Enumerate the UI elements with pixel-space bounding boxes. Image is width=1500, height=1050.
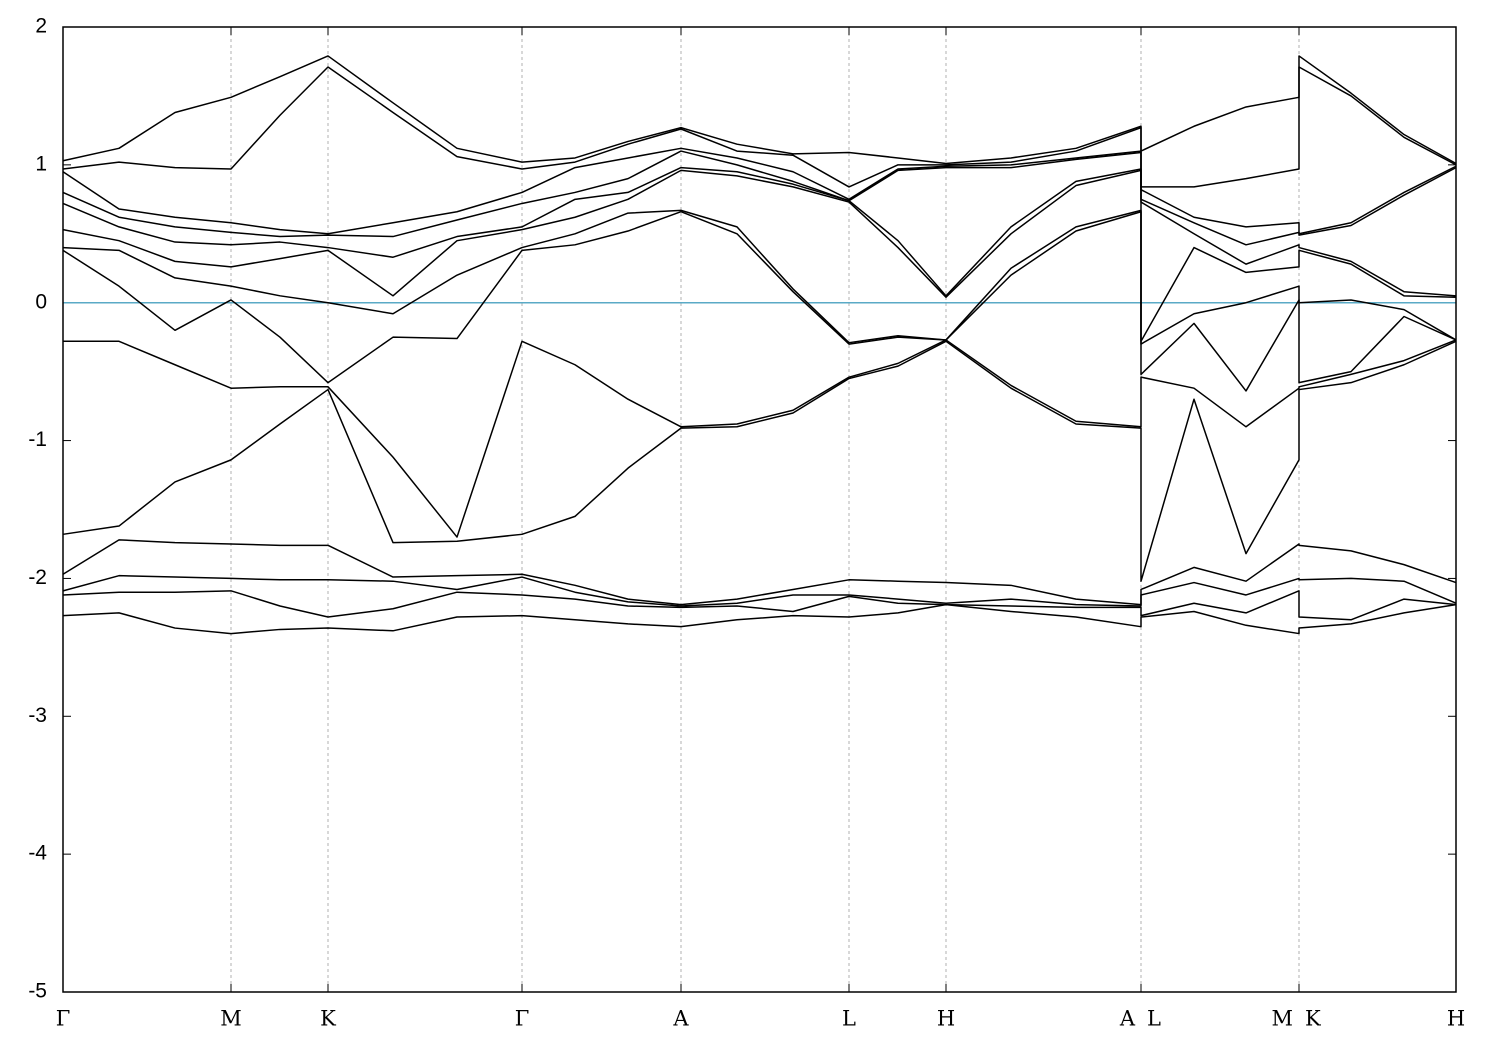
band-line bbox=[62, 590, 1457, 621]
x-tick-label: H bbox=[937, 1007, 955, 1031]
y-tick-label: 2 bbox=[35, 15, 47, 38]
y-tick-label: -4 bbox=[28, 842, 47, 865]
band-line bbox=[62, 169, 1457, 343]
band-line bbox=[62, 340, 1457, 582]
band-line bbox=[62, 209, 1457, 345]
plot-frame bbox=[62, 26, 1457, 993]
band-line bbox=[63, 339, 1457, 538]
x-tick-label: Γ bbox=[56, 1007, 71, 1031]
x-tick-label: L bbox=[1147, 1007, 1161, 1031]
band-line bbox=[62, 210, 1457, 392]
x-tick-label: K bbox=[320, 1007, 336, 1031]
x-tick-label: K bbox=[1305, 1007, 1321, 1031]
x-tick-label: Γ bbox=[515, 1007, 530, 1031]
y-tick-label: 1 bbox=[35, 152, 47, 175]
y-tick-label: -2 bbox=[28, 566, 47, 589]
x-tick-label: A bbox=[1119, 1007, 1136, 1031]
band-line bbox=[62, 539, 1457, 606]
y-tick-label: -1 bbox=[28, 428, 47, 451]
x-tick-label: M bbox=[220, 1007, 242, 1031]
band-line bbox=[62, 166, 1457, 297]
band-line bbox=[62, 150, 1457, 246]
x-tick-label: L bbox=[842, 1007, 856, 1031]
y-tick-label: 0 bbox=[35, 290, 47, 313]
x-tick-label: H bbox=[1447, 1007, 1465, 1031]
band-line bbox=[62, 55, 1457, 165]
x-tick-label: M bbox=[1271, 1007, 1293, 1031]
y-tick-label: -3 bbox=[28, 704, 47, 727]
band-line bbox=[62, 574, 1457, 607]
band-line bbox=[62, 603, 1457, 635]
band-line bbox=[62, 147, 1457, 235]
y-tick-label: -5 bbox=[28, 980, 47, 1003]
x-tick-label: A bbox=[672, 1007, 689, 1031]
band-line bbox=[62, 66, 1457, 188]
